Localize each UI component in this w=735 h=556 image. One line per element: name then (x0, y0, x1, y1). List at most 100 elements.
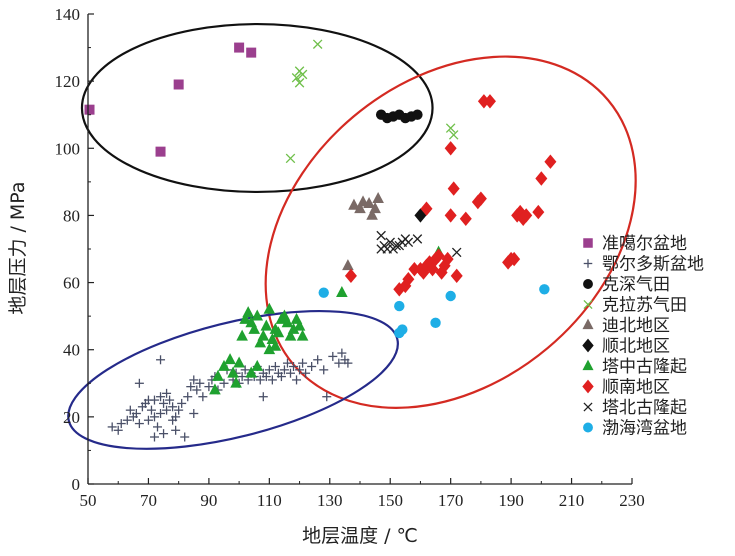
data-point (279, 365, 289, 375)
legend-label: 顺北地区 (602, 337, 670, 357)
data-point (234, 42, 245, 53)
data-point (153, 422, 163, 432)
data-point (544, 154, 557, 169)
legend-marker (582, 338, 594, 353)
x-stroke (376, 244, 386, 254)
data-point (143, 395, 153, 405)
data-point (508, 251, 521, 267)
cluster-ellipse (80, 22, 434, 194)
legend-label: 准噶尔盆地 (602, 234, 687, 254)
data-point (430, 317, 441, 329)
data-point (295, 365, 305, 375)
data-point (219, 378, 229, 388)
legend-label: 塔北古隆起 (602, 398, 687, 418)
legend-marker (583, 279, 593, 289)
data-point (230, 376, 242, 388)
x-stroke (385, 237, 395, 248)
data-point (372, 191, 384, 203)
data-point (337, 348, 347, 358)
x-stroke (451, 247, 462, 258)
data-point (149, 412, 159, 422)
series-group (318, 284, 550, 339)
data-point (177, 398, 187, 408)
x-stroke (376, 230, 386, 241)
data-point (165, 395, 175, 405)
data-point (113, 425, 123, 435)
data-point (296, 329, 309, 341)
data-point (294, 78, 305, 88)
y-tick-label: 20 (63, 408, 80, 427)
data-point (369, 202, 381, 214)
series-group (84, 42, 257, 157)
x-stroke (445, 123, 456, 133)
data-point (412, 109, 423, 120)
data-point (292, 375, 302, 385)
data-point (263, 343, 276, 355)
data-point (267, 375, 277, 385)
data-point (313, 355, 323, 365)
data-point (198, 392, 208, 402)
legend: 准噶尔盆地鄂尔多斯盆地克深气田克拉苏气田迪北地区顺北地区塔中古隆起顺南地区塔北古… (582, 234, 704, 439)
x-tick-label: 150 (377, 491, 403, 510)
data-point (171, 412, 181, 422)
axes: 50 70 90 110 130 150 170 190 210 230 0 20 40 60 80 100 1… (55, 5, 645, 510)
data-point (276, 372, 286, 382)
legend-marker (582, 318, 594, 330)
data-point (237, 372, 247, 382)
data-point (402, 272, 415, 287)
data-point (441, 251, 454, 267)
x-tick-label: 90 (200, 491, 217, 510)
data-point (342, 259, 354, 271)
data-point (285, 153, 296, 164)
data-point (535, 171, 548, 186)
data-point (251, 309, 264, 321)
data-point (285, 368, 295, 378)
series-group (376, 230, 462, 258)
data-point (539, 284, 550, 295)
data-point (483, 94, 496, 109)
series-group (344, 94, 557, 297)
data-point (447, 181, 460, 196)
data-point (391, 240, 402, 251)
legend-marker (582, 359, 594, 371)
legend-marker (583, 422, 593, 433)
data-point (218, 359, 230, 371)
data-point (394, 300, 405, 312)
data-point (173, 79, 184, 90)
data-points (84, 39, 557, 442)
x-tick-label: 170 (438, 491, 464, 510)
data-point (116, 419, 126, 429)
data-point (186, 382, 196, 392)
legend-marker (583, 299, 593, 310)
y-tick-label: 40 (63, 341, 80, 360)
data-point (412, 234, 423, 244)
x-stroke (391, 240, 402, 251)
data-point (143, 415, 153, 425)
data-point (122, 415, 132, 425)
data-point (445, 123, 456, 133)
data-point (209, 383, 221, 395)
data-point (248, 322, 261, 334)
data-point (233, 356, 245, 368)
series-group (342, 191, 384, 271)
data-point (343, 358, 353, 368)
x-tick-label: 210 (559, 491, 585, 510)
data-point (376, 244, 386, 254)
data-point (156, 409, 166, 418)
cluster-ellipse (67, 309, 399, 450)
data-point (334, 358, 344, 368)
data-point (180, 432, 190, 442)
data-point (282, 358, 292, 368)
data-point (448, 130, 459, 140)
data-point (474, 191, 487, 206)
x-axis-title: 地层温度 / ℃ (302, 525, 418, 547)
data-point (264, 365, 274, 375)
data-point (131, 409, 141, 418)
y-tick-label: 0 (72, 475, 81, 494)
data-point (270, 362, 280, 371)
data-point (281, 316, 294, 328)
x-stroke (403, 237, 414, 248)
data-point (459, 211, 472, 226)
data-point (192, 385, 202, 395)
